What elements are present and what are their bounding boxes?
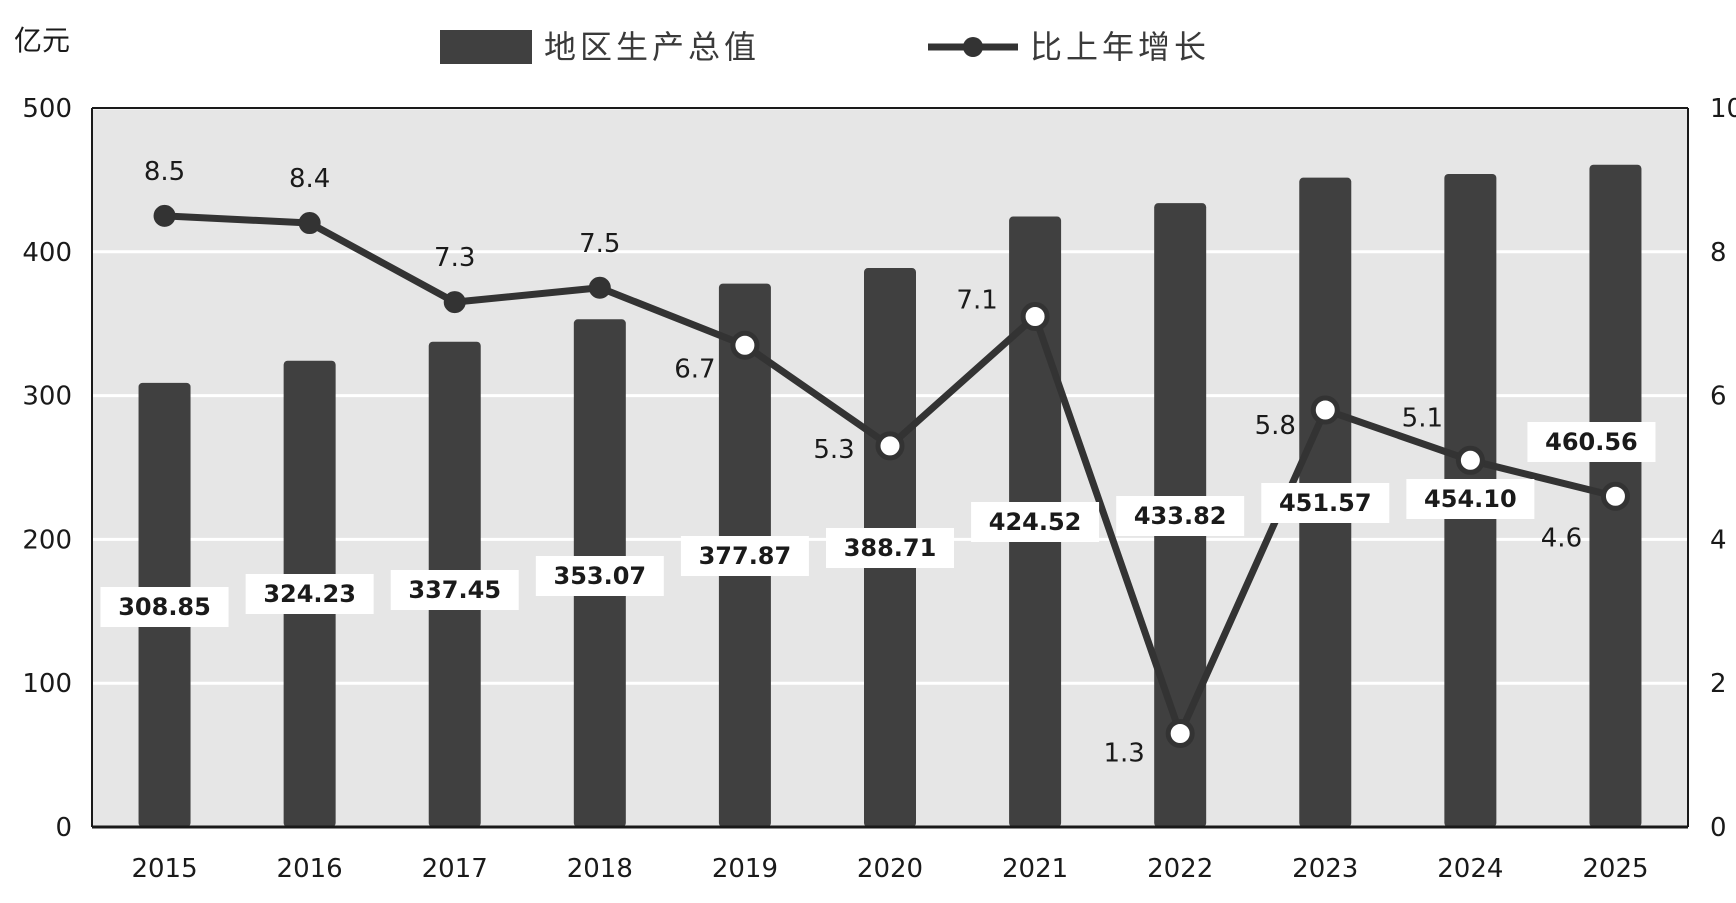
y-tick-label: 400 bbox=[22, 238, 72, 268]
y2-tick-label: 10 bbox=[1710, 94, 1736, 124]
x-tick-label: 2020 bbox=[857, 854, 923, 884]
x-tick-label: 2025 bbox=[1582, 854, 1648, 884]
bar-label-box bbox=[680, 536, 809, 576]
growth-label: 5.8 bbox=[1255, 411, 1296, 441]
bar-label-box bbox=[535, 556, 664, 596]
growth-label: 7.1 bbox=[956, 286, 997, 316]
legend-bar-label: 地区生产总值 bbox=[544, 28, 760, 66]
growth-marker bbox=[443, 291, 466, 314]
bar-series bbox=[138, 164, 1642, 828]
bar-label: 460.56 bbox=[1545, 428, 1638, 456]
growth-label: 5.1 bbox=[1402, 403, 1443, 433]
line-data-labels: 8.5 8.4 7.3 7.5 6.7 5.3 7.1 1.3 5.8 5.1 4.6 bbox=[144, 157, 1582, 769]
y2-tick-label: 4 bbox=[1710, 525, 1727, 555]
bar-label: 451.57 bbox=[1279, 489, 1372, 517]
legend-line-marker bbox=[963, 37, 983, 57]
bar-label-box bbox=[245, 574, 374, 614]
bar-label: 308.85 bbox=[118, 593, 211, 621]
bar-label: 377.87 bbox=[699, 542, 792, 570]
bar-label-box bbox=[100, 587, 229, 627]
y-tick-label: 100 bbox=[22, 669, 72, 699]
growth-label: 8.4 bbox=[289, 164, 330, 194]
y2-tick-label: 0 bbox=[1710, 813, 1727, 843]
x-tick-label: 2018 bbox=[567, 854, 633, 884]
x-tick-label: 2019 bbox=[712, 854, 778, 884]
growth-marker bbox=[875, 431, 905, 461]
growth-marker bbox=[1165, 719, 1195, 749]
y2-tick-label: 8 bbox=[1710, 238, 1727, 268]
growth-marker bbox=[1310, 395, 1340, 425]
growth-label: 8.5 bbox=[144, 157, 185, 187]
y2-tick-label: 2 bbox=[1710, 669, 1727, 699]
growth-label: 6.7 bbox=[674, 354, 715, 384]
y2-axis-ticks: 0 2 4 6 8 10 bbox=[1710, 94, 1736, 843]
x-tick-label: 2016 bbox=[277, 854, 343, 884]
growth-marker bbox=[1600, 481, 1630, 511]
growth-marker bbox=[1020, 302, 1050, 332]
y-axis-ticks: 0 100 200 300 400 500 bbox=[22, 94, 72, 843]
bar-label-box bbox=[1527, 422, 1656, 462]
bar-label: 454.10 bbox=[1424, 485, 1517, 513]
bar-label: 337.45 bbox=[408, 576, 501, 604]
growth-label: 5.3 bbox=[813, 435, 854, 465]
y-tick-label: 500 bbox=[22, 94, 72, 124]
y-tick-label: 300 bbox=[22, 382, 72, 412]
bar-label: 324.23 bbox=[263, 580, 356, 608]
bar-label-box bbox=[1116, 496, 1245, 536]
bar-label: 388.71 bbox=[844, 534, 937, 562]
growth-label: 1.3 bbox=[1104, 739, 1145, 769]
bar-label-box bbox=[826, 528, 954, 568]
y-axis-unit: 亿元 bbox=[14, 24, 70, 57]
growth-label: 7.5 bbox=[579, 229, 620, 259]
x-tick-label: 2022 bbox=[1147, 854, 1213, 884]
x-tick-label: 2024 bbox=[1437, 854, 1503, 884]
x-tick-label: 2021 bbox=[1002, 854, 1068, 884]
x-tick-label: 2023 bbox=[1292, 854, 1358, 884]
legend-bar-swatch bbox=[440, 30, 532, 64]
growth-marker bbox=[1455, 445, 1485, 475]
bar-label-box bbox=[1406, 479, 1535, 519]
axes bbox=[91, 107, 1689, 829]
x-tick-label: 2015 bbox=[131, 854, 197, 884]
bar-label: 433.82 bbox=[1134, 502, 1227, 530]
growth-marker bbox=[588, 276, 611, 299]
bar-label-box bbox=[1261, 483, 1390, 523]
y-tick-label: 0 bbox=[55, 813, 72, 843]
y2-tick-label: 6 bbox=[1710, 382, 1727, 412]
x-tick-label: 2017 bbox=[422, 854, 488, 884]
x-axis-ticks: 2015 2016 2017 2018 2019 2020 2021 2022 2023 2024… bbox=[131, 854, 1648, 884]
growth-marker bbox=[298, 212, 321, 235]
legend: 地区生产总值 比上年增长 bbox=[440, 28, 1210, 66]
line-series bbox=[153, 204, 1630, 749]
growth-label: 4.6 bbox=[1541, 523, 1582, 553]
growth-label: 7.3 bbox=[434, 243, 475, 273]
bar-data-labels: 308.85 324.23 337.45 353.07 377.87 388.71 424.… bbox=[100, 422, 1656, 627]
y-tick-label: 200 bbox=[22, 525, 72, 555]
legend-line-label: 比上年增长 bbox=[1030, 28, 1210, 66]
bar-label: 353.07 bbox=[554, 562, 647, 590]
bar-label: 424.52 bbox=[989, 508, 1082, 536]
growth-marker bbox=[153, 204, 176, 227]
bar-label-box bbox=[390, 570, 519, 610]
bar-label-box bbox=[971, 502, 1100, 542]
growth-marker bbox=[730, 330, 760, 360]
